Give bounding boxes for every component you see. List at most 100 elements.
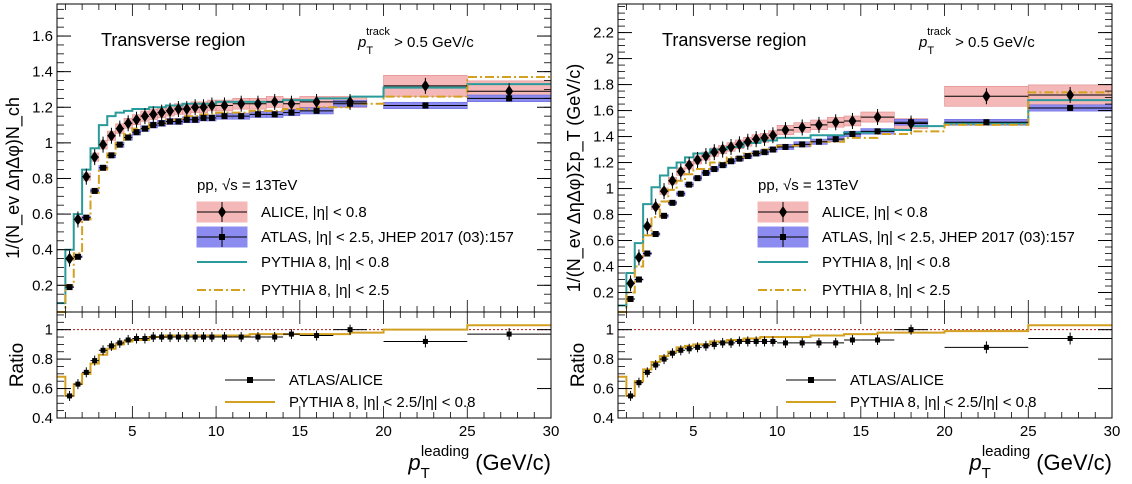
cut-track: track [366,26,390,38]
x-tick-label: 5 [689,423,697,440]
x-tick-label: 25 [459,423,476,440]
x-axis-title: pTleading (GeV/c) [407,443,551,482]
ratio-point [678,347,684,353]
atlas-point [108,152,115,159]
x-title-leading: leading [982,443,1030,460]
atlas-point [728,158,735,165]
alice-point [149,108,158,121]
ratio-point [908,327,914,333]
alice-point [743,135,752,148]
ratio-point [636,380,642,386]
atlas-point [874,128,881,135]
y-tick-label: 1.6 [593,103,614,120]
ratio-point [67,393,73,399]
ratio-point [100,347,106,353]
ratio-point [159,334,165,340]
alice-point [199,101,208,114]
ratio-point [83,369,89,375]
ratio-point [209,334,215,340]
y-tick-label: 1.4 [593,129,614,146]
alice-point [312,95,321,108]
atlas-point [736,155,743,162]
atlas-point [125,134,132,141]
alice-point [115,122,124,135]
ratio-legend-marker-0 [247,377,253,383]
ratio-point [849,337,855,343]
alice-point [907,117,916,130]
atlas-point [744,153,751,160]
y-tick-label: 1.2 [32,99,53,116]
ratio-point [1067,336,1073,341]
y-tick-label: 1 [606,181,614,198]
alice-point [814,118,823,131]
ratio-point [703,343,709,349]
legend-label-1: ATLAS, |η| < 2.5, JHEP 2017 (03):157 [822,229,1075,246]
ratio-point [736,338,742,344]
alice-point [735,138,744,151]
ratio-y-tick-label: 0.6 [32,381,53,398]
y-tick-label: 2.2 [593,25,614,42]
legend-label-3: PYTHIA 8, |η| < 2.5 [822,282,950,299]
y-tick-label: 1 [45,135,53,152]
track-cut-label: pTtrack > 0.5 GeV/c [918,26,1035,57]
ratio-point [983,344,989,350]
alice-point [99,138,108,151]
ratio-y-tick-label: 0.4 [32,410,53,427]
ratio-y-tick-label: 0.8 [32,351,53,368]
x-tick-label: 10 [769,423,786,440]
ratio-point [770,338,776,344]
cut-T: T [366,45,373,57]
alice-point [157,106,166,119]
y-tick-label: 2 [606,51,614,68]
ratio-point [686,346,692,352]
atlas-point [74,253,81,260]
alice-point [768,129,777,142]
atlas-point [652,231,659,238]
atlas-point [83,214,90,221]
atlas-point [769,146,776,153]
x-tick-label: 15 [852,423,869,440]
ratio-point [75,381,81,387]
atlas-point [983,119,990,126]
x-tick-label: 5 [128,423,136,440]
atlas-point [782,143,789,150]
alice-point [82,170,91,183]
alice-point [982,90,991,103]
atlas-point [116,141,123,148]
alice-point [781,124,790,137]
atlas-point [183,116,190,123]
ratio-point [108,343,114,349]
ratio-y-axis-title: Ratio [7,343,28,387]
x-tick-label: 25 [1020,423,1037,440]
x-title-T: T [982,465,991,482]
atlas-point [702,169,709,176]
ratio-legend-label-0: ATLAS/ALICE [850,372,944,389]
atlas-point [175,118,182,125]
collision-label: pp, √s = 13TeV [197,177,297,194]
ratio-point [142,336,148,341]
ratio-point [167,334,173,340]
legend-label-2: PYTHIA 8, |η| < 0.8 [822,254,950,271]
atlas-point [200,114,207,121]
y-tick-label: 1.6 [32,28,53,45]
ratio-plot-frame [617,311,1113,419]
ratio-point [175,334,181,340]
left-figure: 0.2 0.4 0.6 0.8 1 1.2 1.4 1.6 1/(N_ev ΔηΔφ)N_ch T… [3,3,559,482]
y-tick-label: 0.4 [32,242,53,259]
region-label: Transverse region [662,30,806,50]
ratio-point [117,340,123,346]
alice-point [668,174,677,187]
region-label: Transverse region [101,30,245,50]
atlas-point [66,284,73,291]
alice-point [73,213,82,226]
ratio-point [720,340,726,346]
atlas-point [815,138,822,145]
atlas-point [133,129,140,136]
legend-marker-0 [218,206,226,218]
x-title-unit: (GeV/c) [475,450,551,475]
alice-point [651,200,660,213]
ratio-y-tick-label: 0.4 [593,410,614,427]
atlas-point [288,109,295,116]
ratio-point [347,327,353,333]
legend-label-0: ALICE, |η| < 0.8 [822,204,928,221]
